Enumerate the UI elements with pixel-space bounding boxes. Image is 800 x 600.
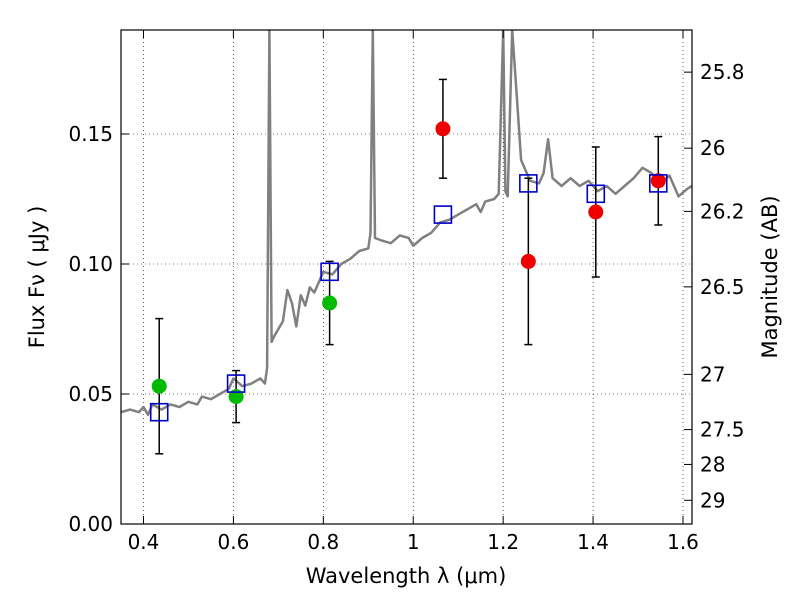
- data-point: [322, 295, 338, 311]
- right-tick-label: 27.5: [700, 418, 745, 442]
- y-axis-title: Flux Fν ( μJy ): [25, 206, 49, 349]
- model-point: [226, 374, 246, 393]
- x-tick-label: 0.8: [307, 530, 339, 554]
- x-tick-label: 1: [407, 530, 420, 554]
- y-tick-label: 0.15: [68, 122, 113, 146]
- right-axis-title: Magnitude (AB): [758, 195, 782, 358]
- right-tick-label: 29: [700, 488, 725, 512]
- spectrum-line: [121, 30, 692, 417]
- x-tick-label: 0.4: [128, 530, 160, 554]
- right-tick-label: 27: [700, 362, 725, 386]
- x-tick-label: 1.4: [577, 530, 609, 554]
- right-tick-label: 26: [700, 136, 725, 160]
- data-point: [435, 121, 451, 137]
- model-spectrum: [121, 30, 692, 417]
- y-tick-label: 0.00: [68, 512, 113, 536]
- model-point: [433, 205, 453, 224]
- markers: [149, 121, 668, 422]
- x-axis-title: Wavelength λ (μm): [306, 564, 507, 588]
- grid: [121, 30, 692, 525]
- ticks: 0.4 0.6 0.8 1 1.2 1.4 1.6 0.00 0.05 0.10 0.15 25.8 2…: [68, 30, 745, 554]
- plot-frame: [120, 29, 693, 525]
- y-tick-label: 0.10: [68, 252, 113, 276]
- data-point: [151, 378, 167, 394]
- x-tick-label: 1.2: [487, 530, 519, 554]
- data-point: [520, 253, 536, 269]
- right-tick-label: 26.5: [700, 275, 745, 299]
- data-point: [588, 204, 604, 220]
- right-tick-label: 26.2: [700, 199, 745, 223]
- right-tick-label: 28: [700, 452, 725, 476]
- model-point: [648, 174, 668, 193]
- model-point: [320, 262, 339, 282]
- model-point: [149, 402, 169, 422]
- x-tick-label: 1.6: [667, 530, 699, 554]
- y-tick-label: 0.05: [68, 382, 113, 406]
- data-point: [650, 173, 666, 189]
- model-point: [519, 174, 538, 193]
- x-tick-label: 0.6: [217, 530, 249, 554]
- right-tick-label: 25.8: [700, 60, 745, 84]
- model-point: [586, 184, 606, 204]
